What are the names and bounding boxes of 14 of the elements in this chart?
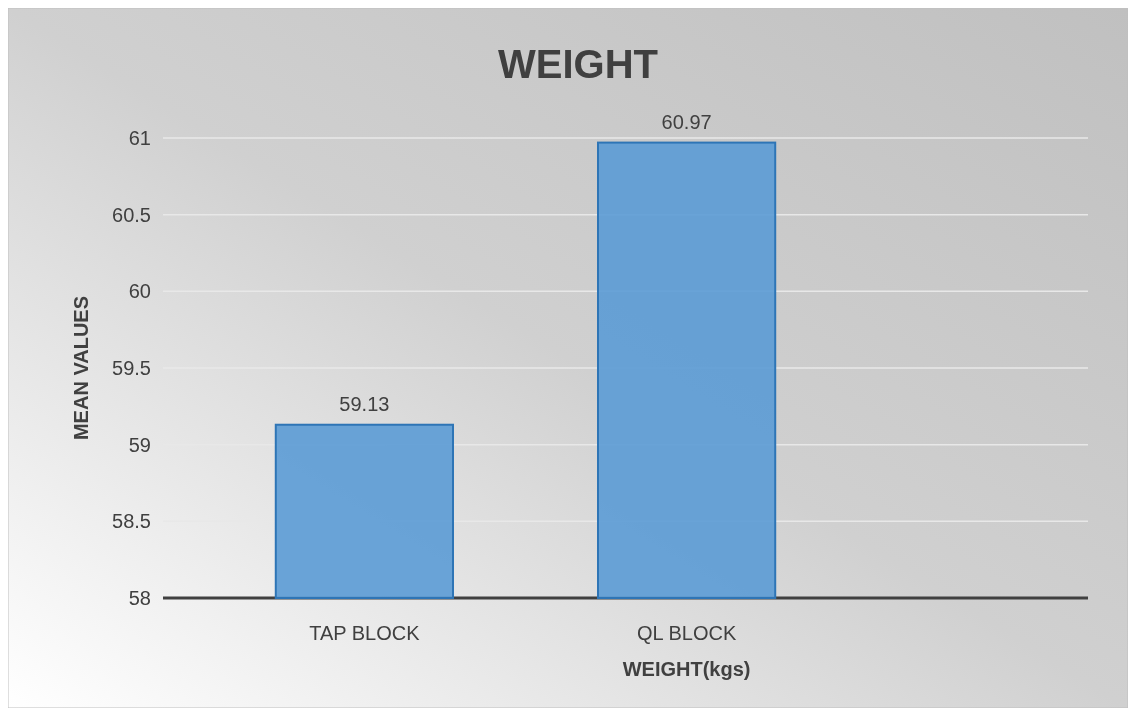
- y-tick-label: 58: [128, 587, 151, 609]
- x-tick-label: TAP BLOCK: [309, 622, 421, 644]
- y-tick-label: 61: [128, 127, 151, 149]
- chart-title: WEIGHT: [498, 42, 658, 86]
- y-tick-label: 60.5: [112, 203, 151, 226]
- y-tick-label: 58.5: [112, 510, 151, 533]
- y-tick-label: 59.5: [112, 357, 151, 379]
- data-label: 59.13: [339, 392, 390, 415]
- x-tick-label: QL BLOCK: [636, 622, 737, 644]
- data-label: 60.97: [661, 110, 712, 133]
- y-tick-label: 59: [128, 433, 151, 456]
- y-tick-label: 60: [128, 280, 151, 303]
- y-axis-title: MEAN VALUES: [70, 295, 92, 441]
- x-axis-title: WEIGHT(kgs): [622, 658, 751, 680]
